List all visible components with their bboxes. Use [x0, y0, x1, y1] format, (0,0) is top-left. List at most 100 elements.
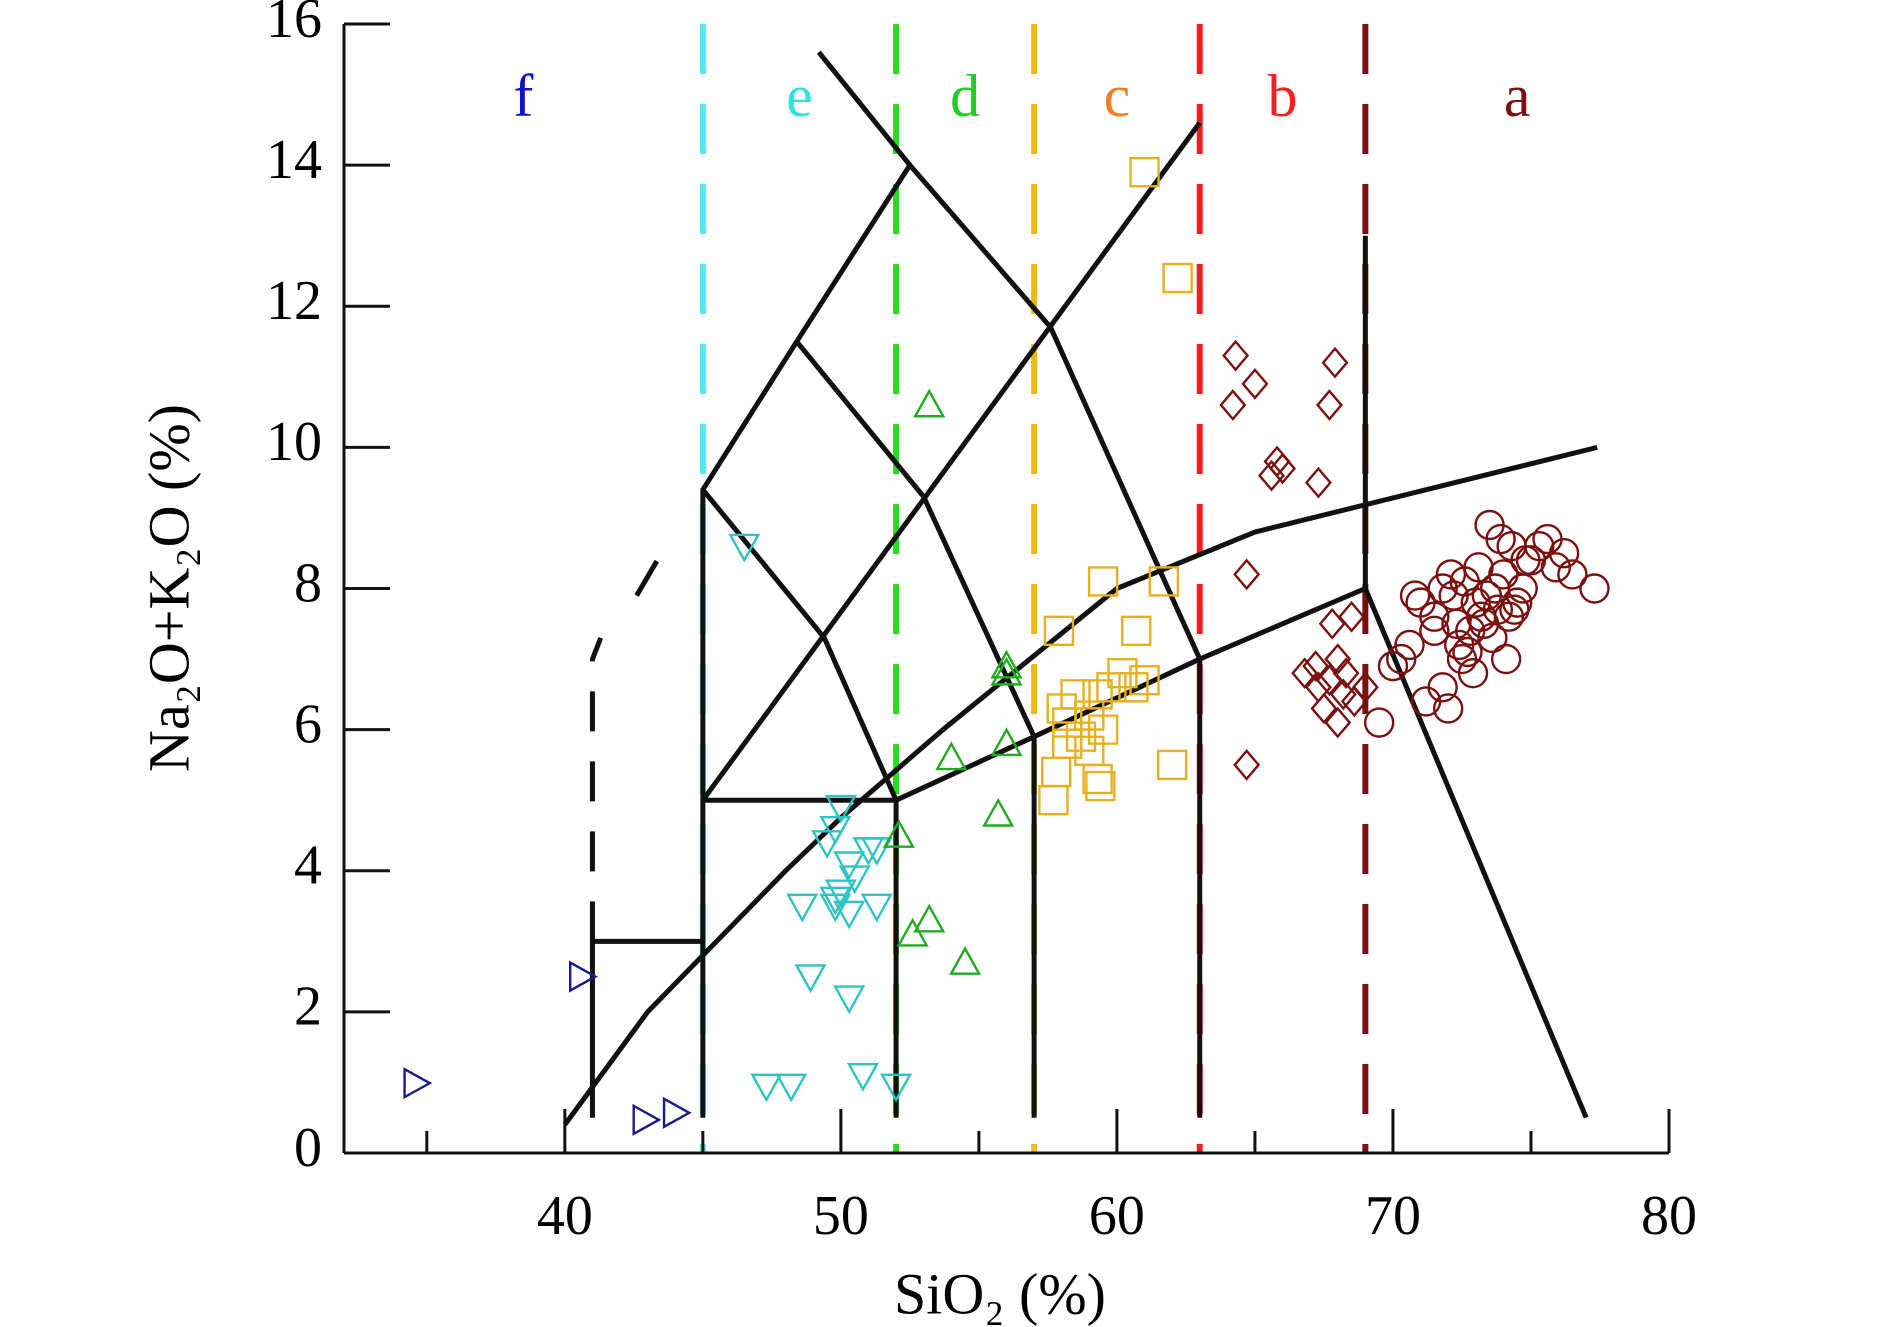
data-point [1394, 629, 1425, 661]
data-point [935, 741, 968, 771]
y-tick-label: 0 [294, 1117, 322, 1179]
data-point [1466, 601, 1497, 632]
data-point [838, 865, 871, 895]
y-tick-label: 16 [266, 0, 322, 50]
data-point [1432, 693, 1464, 724]
data-point [1338, 600, 1366, 633]
field-boundary [816, 50, 912, 167]
data-point [1302, 650, 1330, 682]
data-point [750, 1073, 783, 1103]
data-point [1329, 678, 1357, 711]
y-tick-label: 6 [294, 693, 322, 755]
data-point [1219, 389, 1247, 421]
data-point [1479, 573, 1511, 604]
data-point [1446, 643, 1478, 675]
data-point [1510, 545, 1541, 576]
data-point [1435, 559, 1467, 590]
x-tick-label: 60 [1089, 1185, 1145, 1247]
data-point [662, 1096, 692, 1129]
data-point [896, 917, 929, 947]
data-point [1038, 784, 1069, 816]
y-tick-label: 8 [294, 552, 322, 614]
field-boundary [700, 121, 1202, 802]
data-point [1399, 580, 1431, 611]
data-point [1471, 580, 1503, 611]
x-axis-label: SiO₂ (%) [894, 1261, 1106, 1326]
data-point [1351, 671, 1379, 704]
data-point [1490, 643, 1522, 675]
data-point [913, 388, 946, 418]
field-boundary [589, 938, 703, 1118]
data-point [819, 886, 852, 916]
data-point [1324, 643, 1352, 675]
data-point [860, 837, 893, 867]
data-point [794, 964, 827, 994]
data-point [880, 1073, 913, 1103]
data-point [1129, 665, 1160, 696]
data-point [1043, 615, 1075, 647]
data-point [1548, 538, 1580, 569]
data-point [1321, 346, 1349, 379]
data-point [833, 900, 866, 930]
data-point [1304, 466, 1332, 499]
field-label: e [786, 63, 813, 129]
data-point [1557, 559, 1588, 590]
data-point [1241, 368, 1269, 400]
data-point [1258, 459, 1285, 492]
data-point [819, 893, 852, 923]
data-point [1363, 707, 1395, 738]
data-point [1233, 558, 1261, 591]
data-point [403, 1067, 433, 1100]
field-label: d [950, 63, 980, 129]
y-tick-label: 14 [266, 129, 322, 191]
data-point [1419, 615, 1450, 647]
data-point [824, 794, 857, 824]
data-point [811, 830, 844, 859]
data-point [1087, 566, 1119, 597]
data-point [982, 797, 1015, 827]
data-point [1222, 339, 1250, 372]
field-boundary [794, 339, 1037, 738]
x-tick-label: 40 [537, 1185, 593, 1247]
field-boundary [589, 636, 604, 942]
data-point [990, 727, 1023, 757]
data-point [786, 893, 819, 923]
y-axis-label: Na₂O+K₂O (%) [136, 404, 201, 772]
data-point [882, 818, 915, 848]
field-boundary [634, 537, 672, 597]
x-tick-label: 50 [813, 1185, 869, 1247]
data-point [632, 1103, 662, 1136]
data-point [1118, 672, 1149, 703]
data-point [846, 1062, 879, 1092]
x-tick-label: 70 [1365, 1185, 1421, 1247]
field-label: f [513, 63, 533, 129]
data-point [728, 533, 761, 563]
y-tick-label: 2 [294, 976, 322, 1038]
field-label: c [1104, 63, 1131, 129]
data-point [819, 816, 852, 845]
data-point [990, 649, 1023, 679]
data-point [1427, 672, 1458, 703]
data-point [568, 960, 598, 993]
y-tick-label: 12 [266, 270, 322, 332]
data-point [913, 903, 946, 933]
data-point [1324, 706, 1352, 739]
field-boundary [700, 162, 1203, 801]
data-point [1085, 770, 1116, 802]
data-point [1156, 749, 1188, 781]
data-point [1052, 707, 1083, 738]
data-point [833, 985, 866, 1015]
data-point [1129, 156, 1160, 188]
field-label: a [1504, 63, 1531, 129]
data-point [1377, 650, 1409, 682]
data-point [1310, 692, 1338, 725]
data-point [1074, 735, 1105, 766]
data-point [824, 879, 857, 909]
field-label: b [1268, 63, 1298, 129]
data-point [1427, 573, 1458, 604]
data-point [860, 893, 893, 923]
data-point [1315, 389, 1343, 421]
data-point [1162, 262, 1193, 294]
data-point [1499, 594, 1530, 625]
